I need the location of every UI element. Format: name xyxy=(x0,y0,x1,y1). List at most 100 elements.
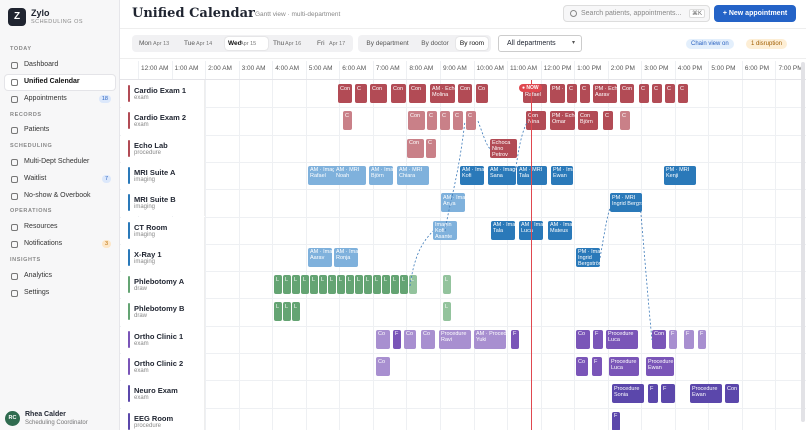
appointment-block[interactable]: PM · EchocaAarav xyxy=(593,84,617,103)
day-tab[interactable]: Tue Apr 14 xyxy=(181,37,224,50)
appointment-block[interactable]: AM · ImaginAarav xyxy=(308,247,332,267)
appointment-block[interactable]: Co xyxy=(576,357,588,376)
appointment-block[interactable]: Con xyxy=(391,84,406,103)
search-box[interactable]: Search patients, appointments... ⌘K xyxy=(563,5,710,22)
appointment-block[interactable]: C xyxy=(652,84,662,103)
appointment-block[interactable]: Con xyxy=(652,329,666,349)
appointment-block[interactable]: F xyxy=(669,329,677,349)
new-appointment[interactable]: + New appointment xyxy=(714,5,796,22)
appointment-block[interactable]: AM · MRI Tala xyxy=(517,165,547,185)
appointment-block[interactable]: L xyxy=(355,275,363,295)
appointment-block[interactable]: L xyxy=(292,275,300,295)
appointment-block[interactable]: AM · ImaginBjörn xyxy=(369,165,393,185)
nav-item[interactable]: Waitlist 7 xyxy=(5,172,115,187)
appointment-block[interactable]: L xyxy=(443,302,451,322)
appointment-block[interactable]: L xyxy=(292,302,300,322)
nav-item[interactable]: Appointments 18 xyxy=(5,92,115,107)
appointment-block[interactable]: AM · ImaginSana xyxy=(488,165,516,185)
appointment-block[interactable]: Procedure Luca xyxy=(606,329,638,349)
appointment-block[interactable]: L xyxy=(391,275,399,295)
appointment-block[interactable]: C xyxy=(426,138,436,158)
appointment-block[interactable]: C xyxy=(567,84,577,103)
day-tab[interactable]: Thu Apr 16 xyxy=(270,37,313,50)
appointment-block[interactable]: C xyxy=(466,111,476,131)
appointment-block[interactable]: L xyxy=(328,275,336,295)
appointment-block[interactable]: C xyxy=(580,84,590,103)
appointment-block[interactable]: PM · MRI Kenji xyxy=(664,165,696,185)
view-tab[interactable]: By doctor xyxy=(421,40,449,47)
appointment-block[interactable]: Co xyxy=(404,329,416,349)
appointment-block[interactable]: C xyxy=(440,111,450,131)
nav-item[interactable]: No-show & Overbook xyxy=(5,189,115,204)
appointment-block[interactable]: L xyxy=(301,275,309,295)
appointment-block[interactable]: C xyxy=(355,84,367,103)
appointment-block[interactable]: F xyxy=(511,329,519,349)
appointment-block[interactable]: AM · ImaginTala xyxy=(491,220,515,240)
appointment-block[interactable]: AM · MRI Chiara xyxy=(397,165,429,185)
appointment-block[interactable]: L xyxy=(382,275,390,295)
appointment-block[interactable]: C xyxy=(453,111,463,131)
nav-item[interactable]: Settings xyxy=(5,286,115,301)
nav-item[interactable]: Analytics xyxy=(5,269,115,284)
appointment-block[interactable]: Echoca Nino Petrov xyxy=(490,138,517,158)
appointment-block[interactable]: Con xyxy=(409,84,426,103)
appointment-block[interactable]: Con xyxy=(458,84,472,103)
appointment-block[interactable]: Procedure Sonia xyxy=(612,384,644,404)
nav-item[interactable]: Notifications 3 xyxy=(5,237,115,252)
appointment-block[interactable]: L xyxy=(346,275,354,295)
nav-item[interactable]: Multi-Dept Scheduler xyxy=(5,155,115,170)
day-tab[interactable]: Wed Apr 15 xyxy=(225,37,268,50)
appointment-block[interactable]: Procedure Luca xyxy=(609,357,639,376)
appointment-block[interactable]: AM · Imagin Rafael xyxy=(308,165,338,185)
appointment-block[interactable]: L xyxy=(274,302,282,322)
appointment-block[interactable]: C xyxy=(427,111,437,131)
appointment-block[interactable]: L xyxy=(443,275,451,295)
appointment-block[interactable]: L xyxy=(319,275,327,295)
nav-item[interactable]: Resources xyxy=(5,220,115,235)
appointment-block[interactable]: C xyxy=(665,84,675,103)
appointment-block[interactable]: F xyxy=(593,329,603,349)
appointment-block[interactable]: Con xyxy=(408,111,425,131)
appointment-block[interactable]: L xyxy=(364,275,372,295)
appointment-block[interactable]: Co xyxy=(421,329,435,349)
appointment-block[interactable]: AM · EchocaMolina xyxy=(430,84,455,103)
nav-item[interactable]: Patients xyxy=(5,123,115,138)
appointment-block[interactable]: AM · MRI Noah xyxy=(334,165,366,185)
appointment-block[interactable]: Con xyxy=(725,384,739,404)
appointment-block[interactable]: Con Björn xyxy=(578,111,598,131)
nav-item[interactable]: Unified Calendar xyxy=(5,75,115,90)
appointment-block[interactable]: C xyxy=(678,84,688,103)
appointment-block[interactable]: Procedure Ewan xyxy=(646,357,674,376)
appointment-block[interactable]: L xyxy=(274,275,282,295)
appointment-block[interactable]: L xyxy=(283,302,291,322)
appointment-block[interactable]: AM · ProcedureYuki xyxy=(474,329,506,349)
appointment-block[interactable]: Co xyxy=(576,329,590,349)
appointment-block[interactable]: C xyxy=(620,111,630,131)
appointment-block[interactable]: Con xyxy=(407,138,424,158)
view-tab[interactable]: By room xyxy=(456,37,488,50)
disruption-pill[interactable]: 1 disruption xyxy=(746,39,788,49)
appointment-block[interactable]: F xyxy=(648,384,658,404)
appointment-block[interactable]: AM · ImaginRonja xyxy=(334,247,358,267)
appointment-block[interactable]: F xyxy=(698,329,706,349)
appointment-block[interactable]: F xyxy=(592,357,602,376)
appointment-block[interactable]: Co xyxy=(376,357,390,376)
appointment-block[interactable]: F xyxy=(684,329,694,349)
department-filter[interactable]: All departments ▾ xyxy=(498,35,582,52)
appointment-block[interactable]: L xyxy=(337,275,345,295)
nav-item[interactable]: Dashboard xyxy=(5,58,115,73)
appointment-block[interactable]: C xyxy=(639,84,649,103)
appointment-block[interactable]: PM · EchocaOmar xyxy=(550,111,575,131)
appointment-block[interactable]: F xyxy=(612,411,620,430)
appointment-block[interactable]: PM · ImaginIngridBergström xyxy=(576,247,600,267)
appointment-block[interactable]: Con xyxy=(338,84,352,103)
appointment-block[interactable]: Procedure Ewan xyxy=(690,384,722,404)
chain-pill[interactable]: Chain view on xyxy=(686,39,734,49)
appointment-block[interactable]: L xyxy=(310,275,318,295)
appointment-block[interactable]: F xyxy=(661,384,675,404)
appointment-block[interactable]: C xyxy=(343,111,352,131)
appointment-block[interactable]: PM · ImaginEwan xyxy=(551,165,573,185)
appointment-block[interactable]: Con xyxy=(620,84,634,103)
appointment-block[interactable]: PM · xyxy=(550,84,565,103)
